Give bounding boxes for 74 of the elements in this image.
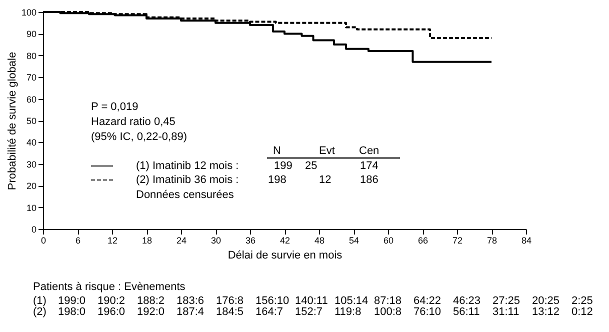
x-tick-label: 6 — [75, 236, 81, 246]
x-tick-label: 66 — [418, 236, 428, 246]
text: 56:11 — [453, 306, 480, 318]
text: 140:11 — [295, 295, 328, 307]
text: 199:0 — [58, 295, 86, 307]
text: 76:10 — [414, 306, 442, 318]
text: 190:2 — [98, 295, 126, 307]
legend-label: (1) Imatinib 12 mois : — [136, 160, 239, 172]
text: 152:7 — [295, 306, 323, 318]
y-tick-label: 0 — [31, 224, 36, 234]
text: 196:0 — [98, 306, 126, 318]
text: 100:8 — [374, 306, 402, 318]
text: 13:12 — [532, 306, 560, 318]
x-tick-label: 78 — [486, 236, 498, 246]
x-tick-label: 18 — [142, 236, 152, 246]
annotation: (95% IC, 0,22-0,89) — [91, 131, 187, 143]
x-tick-label: 30 — [210, 236, 222, 246]
annotation: Données censurées — [136, 189, 234, 201]
x-tick-label: 54 — [348, 236, 360, 246]
text: 20:25 — [532, 295, 560, 307]
y-axis-title: Probabilité de survie globale — [6, 52, 18, 190]
text: 64:22 — [414, 295, 442, 307]
text: 183:6 — [176, 295, 204, 307]
annotation: Evt — [319, 145, 335, 157]
text: 31:11 — [492, 306, 520, 318]
text: (1) — [33, 295, 46, 307]
text: 2:25 — [572, 295, 593, 307]
y-tick-label: 100 — [21, 8, 36, 18]
x-tick-label: 48 — [314, 236, 325, 246]
x-tick-label: 24 — [176, 236, 187, 246]
x-tick-label: 60 — [383, 236, 394, 246]
annotation: Hazard ratio 0,45 — [91, 116, 176, 128]
text: 198:0 — [58, 306, 86, 318]
text: 187:4 — [176, 306, 204, 318]
text: 156:10 — [256, 295, 290, 307]
y-tick-label: 90 — [26, 29, 36, 40]
x-axis-title: Délai de survie en mois — [228, 250, 343, 262]
annotation: 186 — [360, 174, 378, 186]
text: 188:2 — [137, 295, 165, 307]
annotation: Cen — [359, 145, 380, 157]
y-tick-label: 10 — [26, 202, 36, 213]
annotation: 199 — [274, 160, 292, 172]
text: 184:5 — [216, 306, 244, 318]
text: 119:8 — [334, 306, 362, 318]
legend-label: (2) Imatinib 36 mois : — [136, 174, 239, 186]
x-tick-label: 12 — [107, 236, 118, 246]
y-tick-label: 80 — [26, 50, 36, 61]
x-tick-label: 42 — [280, 236, 290, 246]
y-tick-label: 30 — [26, 159, 36, 170]
y-tick-label: 20 — [26, 181, 36, 192]
text: 27:25 — [492, 295, 520, 307]
annotation: N — [273, 145, 281, 157]
y-tick-label: 60 — [26, 94, 36, 104]
x-tick-label: 84 — [521, 236, 532, 246]
annotation: 198 — [268, 174, 286, 186]
x-tick-label: 36 — [245, 236, 256, 246]
text: 164:7 — [256, 306, 284, 318]
annotation: P = 0,019 — [91, 101, 138, 113]
y-tick-label: 40 — [26, 138, 36, 148]
annotation: 25 — [305, 160, 318, 172]
annotation: 12 — [319, 174, 332, 186]
x-tick-label: 72 — [452, 236, 463, 246]
text: (2) — [33, 306, 46, 318]
text: 87:18 — [374, 295, 402, 307]
y-tick-label: 50 — [26, 116, 36, 126]
text: 176:8 — [216, 295, 244, 307]
text: 46:23 — [453, 295, 481, 307]
text: 0:12 — [572, 306, 593, 318]
text: 105:14 — [334, 295, 368, 307]
annotation: 174 — [360, 160, 378, 172]
y-tick-label: 70 — [26, 72, 36, 83]
x-tick-label: 0 — [40, 236, 46, 246]
text: 192:0 — [137, 306, 165, 318]
text: Patients à risque : Evènements — [33, 281, 186, 293]
